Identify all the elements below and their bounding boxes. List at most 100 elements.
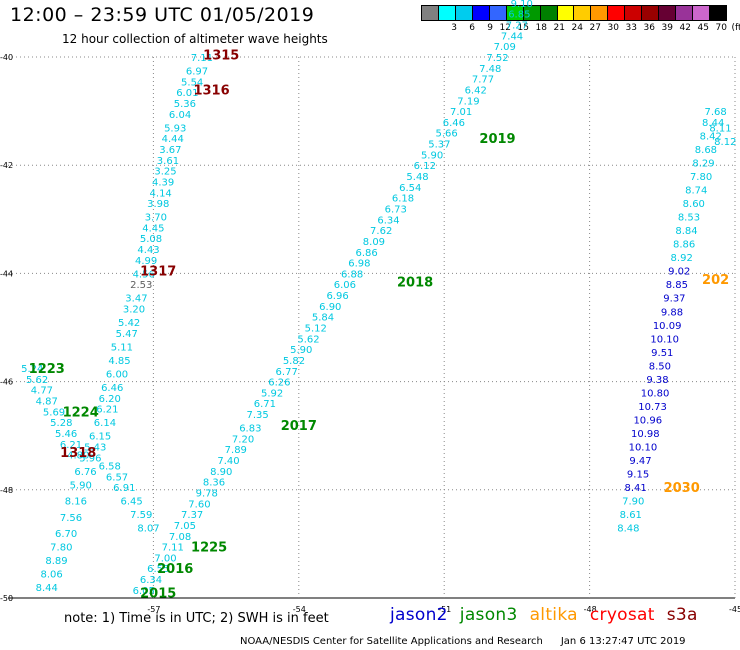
wave-height-value: 10.96 (633, 415, 662, 426)
wave-height-value: 5.24 (21, 364, 43, 375)
legend-swatch (523, 6, 541, 20)
legend-swatch (676, 6, 693, 20)
legend-swatch (574, 6, 592, 20)
wave-height-value: 10.10 (650, 334, 679, 345)
wave-height-value: 8.36 (203, 478, 225, 489)
legend-swatch (489, 6, 507, 20)
wave-height-value: 6.01 (176, 88, 198, 99)
track-id-label: 2019 (479, 132, 515, 147)
wave-height-value: 6.34 (377, 215, 399, 226)
legend-label: 18 (535, 23, 547, 33)
wave-height-value: 3.25 (154, 167, 176, 178)
lat-label: -48 (0, 486, 13, 495)
wave-height-value: 8.61 (620, 510, 642, 521)
legend-label: 12 (499, 23, 511, 33)
wave-height-value: 8.74 (685, 186, 707, 197)
wave-height-value: 8.53 (678, 213, 700, 224)
legend-label: 33 (625, 23, 637, 33)
wave-height-value: 7.56 (60, 513, 82, 524)
track-labels: 1315 1316 1317 1318 1223 1224 1225 2015 2016 2017… (29, 48, 730, 601)
legend-label: 45 (697, 23, 709, 33)
lat-label: -50 (0, 594, 13, 603)
wave-height-value: 4.87 (36, 397, 58, 408)
lon-label: -54 (293, 605, 306, 614)
wave-height-value: 7.59 (130, 510, 152, 521)
wave-height-value: 6.77 (276, 367, 298, 378)
wave-height-value: 6.58 (99, 461, 121, 472)
wave-height-value: 8.85 (666, 280, 688, 291)
legend-swatch (709, 6, 726, 20)
legend-label: 6 (469, 23, 475, 33)
legend-swatch (693, 6, 710, 20)
lon-label: -48 (584, 605, 597, 614)
wave-height-value: 8.06 (40, 570, 62, 581)
wave-height-value: 6.97 (186, 67, 208, 78)
wave-height-value: 5.37 (428, 140, 450, 151)
legend-label: 36 (643, 23, 655, 33)
legend-label: 9 (487, 23, 493, 33)
wave-height-value: 8.84 (675, 226, 697, 237)
wave-height-value: 6.21 (96, 405, 118, 416)
wave-height-value: 9.78 (196, 489, 218, 500)
wave-height-value: 6.54 (399, 183, 421, 194)
credit-date: Jan 6 13:27:47 UTC 2019 (560, 636, 686, 647)
wave-height-value: 10.98 (631, 429, 660, 440)
track-id-label: 1318 (60, 446, 96, 461)
wave-height-value: 6.71 (254, 399, 276, 410)
wave-height-value: 3.67 (159, 145, 181, 156)
legend-swatch (438, 6, 456, 20)
legend-label: 42 (679, 23, 691, 33)
track-id-label: 1316 (193, 83, 229, 98)
wave-height-value: 8.89 (45, 556, 67, 567)
wave-height-value: 6.86 (356, 248, 378, 259)
track-id-label: 1223 (29, 362, 65, 377)
wave-height-value: 4.44 (162, 134, 184, 145)
lon-label: -45 (729, 605, 740, 614)
wave-height-value: 8.86 (673, 240, 695, 251)
wave-height-value: 9.02 (668, 267, 690, 278)
wave-height-value: 3.70 (145, 213, 167, 224)
footer-credit: NOAA/NESDIS Center for Satellite Applica… (240, 636, 686, 647)
wave-height-value: 5.62 (26, 375, 48, 386)
wave-height-value: 7.48 (479, 64, 501, 75)
wave-height-value: 8.09 (363, 237, 385, 248)
lat-label: -40 (0, 53, 13, 62)
wave-height-value: 5.84 (312, 313, 334, 324)
wave-height-value: 7.01 (450, 107, 472, 118)
wave-height-value: 8.29 (692, 158, 714, 169)
wave-height-value: 6.05 (133, 586, 155, 597)
track-id-label: 1315 (203, 48, 239, 63)
legend-label: 3 (451, 23, 457, 33)
wave-height-value: 7.90 (622, 497, 644, 508)
wave-height-value: 5.42 (118, 318, 140, 329)
map-axis-labels: -40 -42 -44 -46 -48 -50 -57 -54 -51 -48 -45 (0, 53, 740, 614)
wave-height-value: 6.76 (74, 467, 96, 478)
wave-height-value: 6.46 (101, 383, 123, 394)
wave-height-value: 7.20 (232, 434, 254, 445)
wave-height-value: 4.85 (108, 356, 130, 367)
wave-height-value: 5.62 (297, 334, 319, 345)
wave-height-value: 9.51 (651, 348, 673, 359)
wave-height-value: 6.55 (147, 564, 169, 575)
lon-label: -51 (438, 605, 451, 614)
wave-height-value: 7.77 (472, 75, 494, 86)
wave-height-value: 8.41 (625, 483, 647, 494)
wave-height-value: 6.57 (106, 472, 128, 483)
wave-height-value: 8.44 (36, 583, 58, 594)
wave-height-value: 7.37 (181, 510, 203, 521)
wave-height-value: 5.48 (406, 172, 428, 183)
wave-height-value: 4.56 (133, 269, 155, 280)
wave-height-value: 6.90 (319, 302, 341, 313)
wave-height-value: 5.47 (116, 329, 138, 340)
wave-height-value: 6.98 (348, 259, 370, 270)
wave-height-value: 8.90 (210, 467, 232, 478)
wave-height-value: 5.69 (43, 407, 65, 418)
wave-height-value: 4.14 (150, 188, 172, 199)
track-id-label: 2017 (281, 419, 317, 434)
wave-height-value: 7.44 (501, 31, 523, 42)
satellite-legend-altika: altika (529, 605, 578, 625)
wave-height-value: 5.90 (421, 150, 443, 161)
wave-height-value: 10.09 (653, 321, 682, 332)
